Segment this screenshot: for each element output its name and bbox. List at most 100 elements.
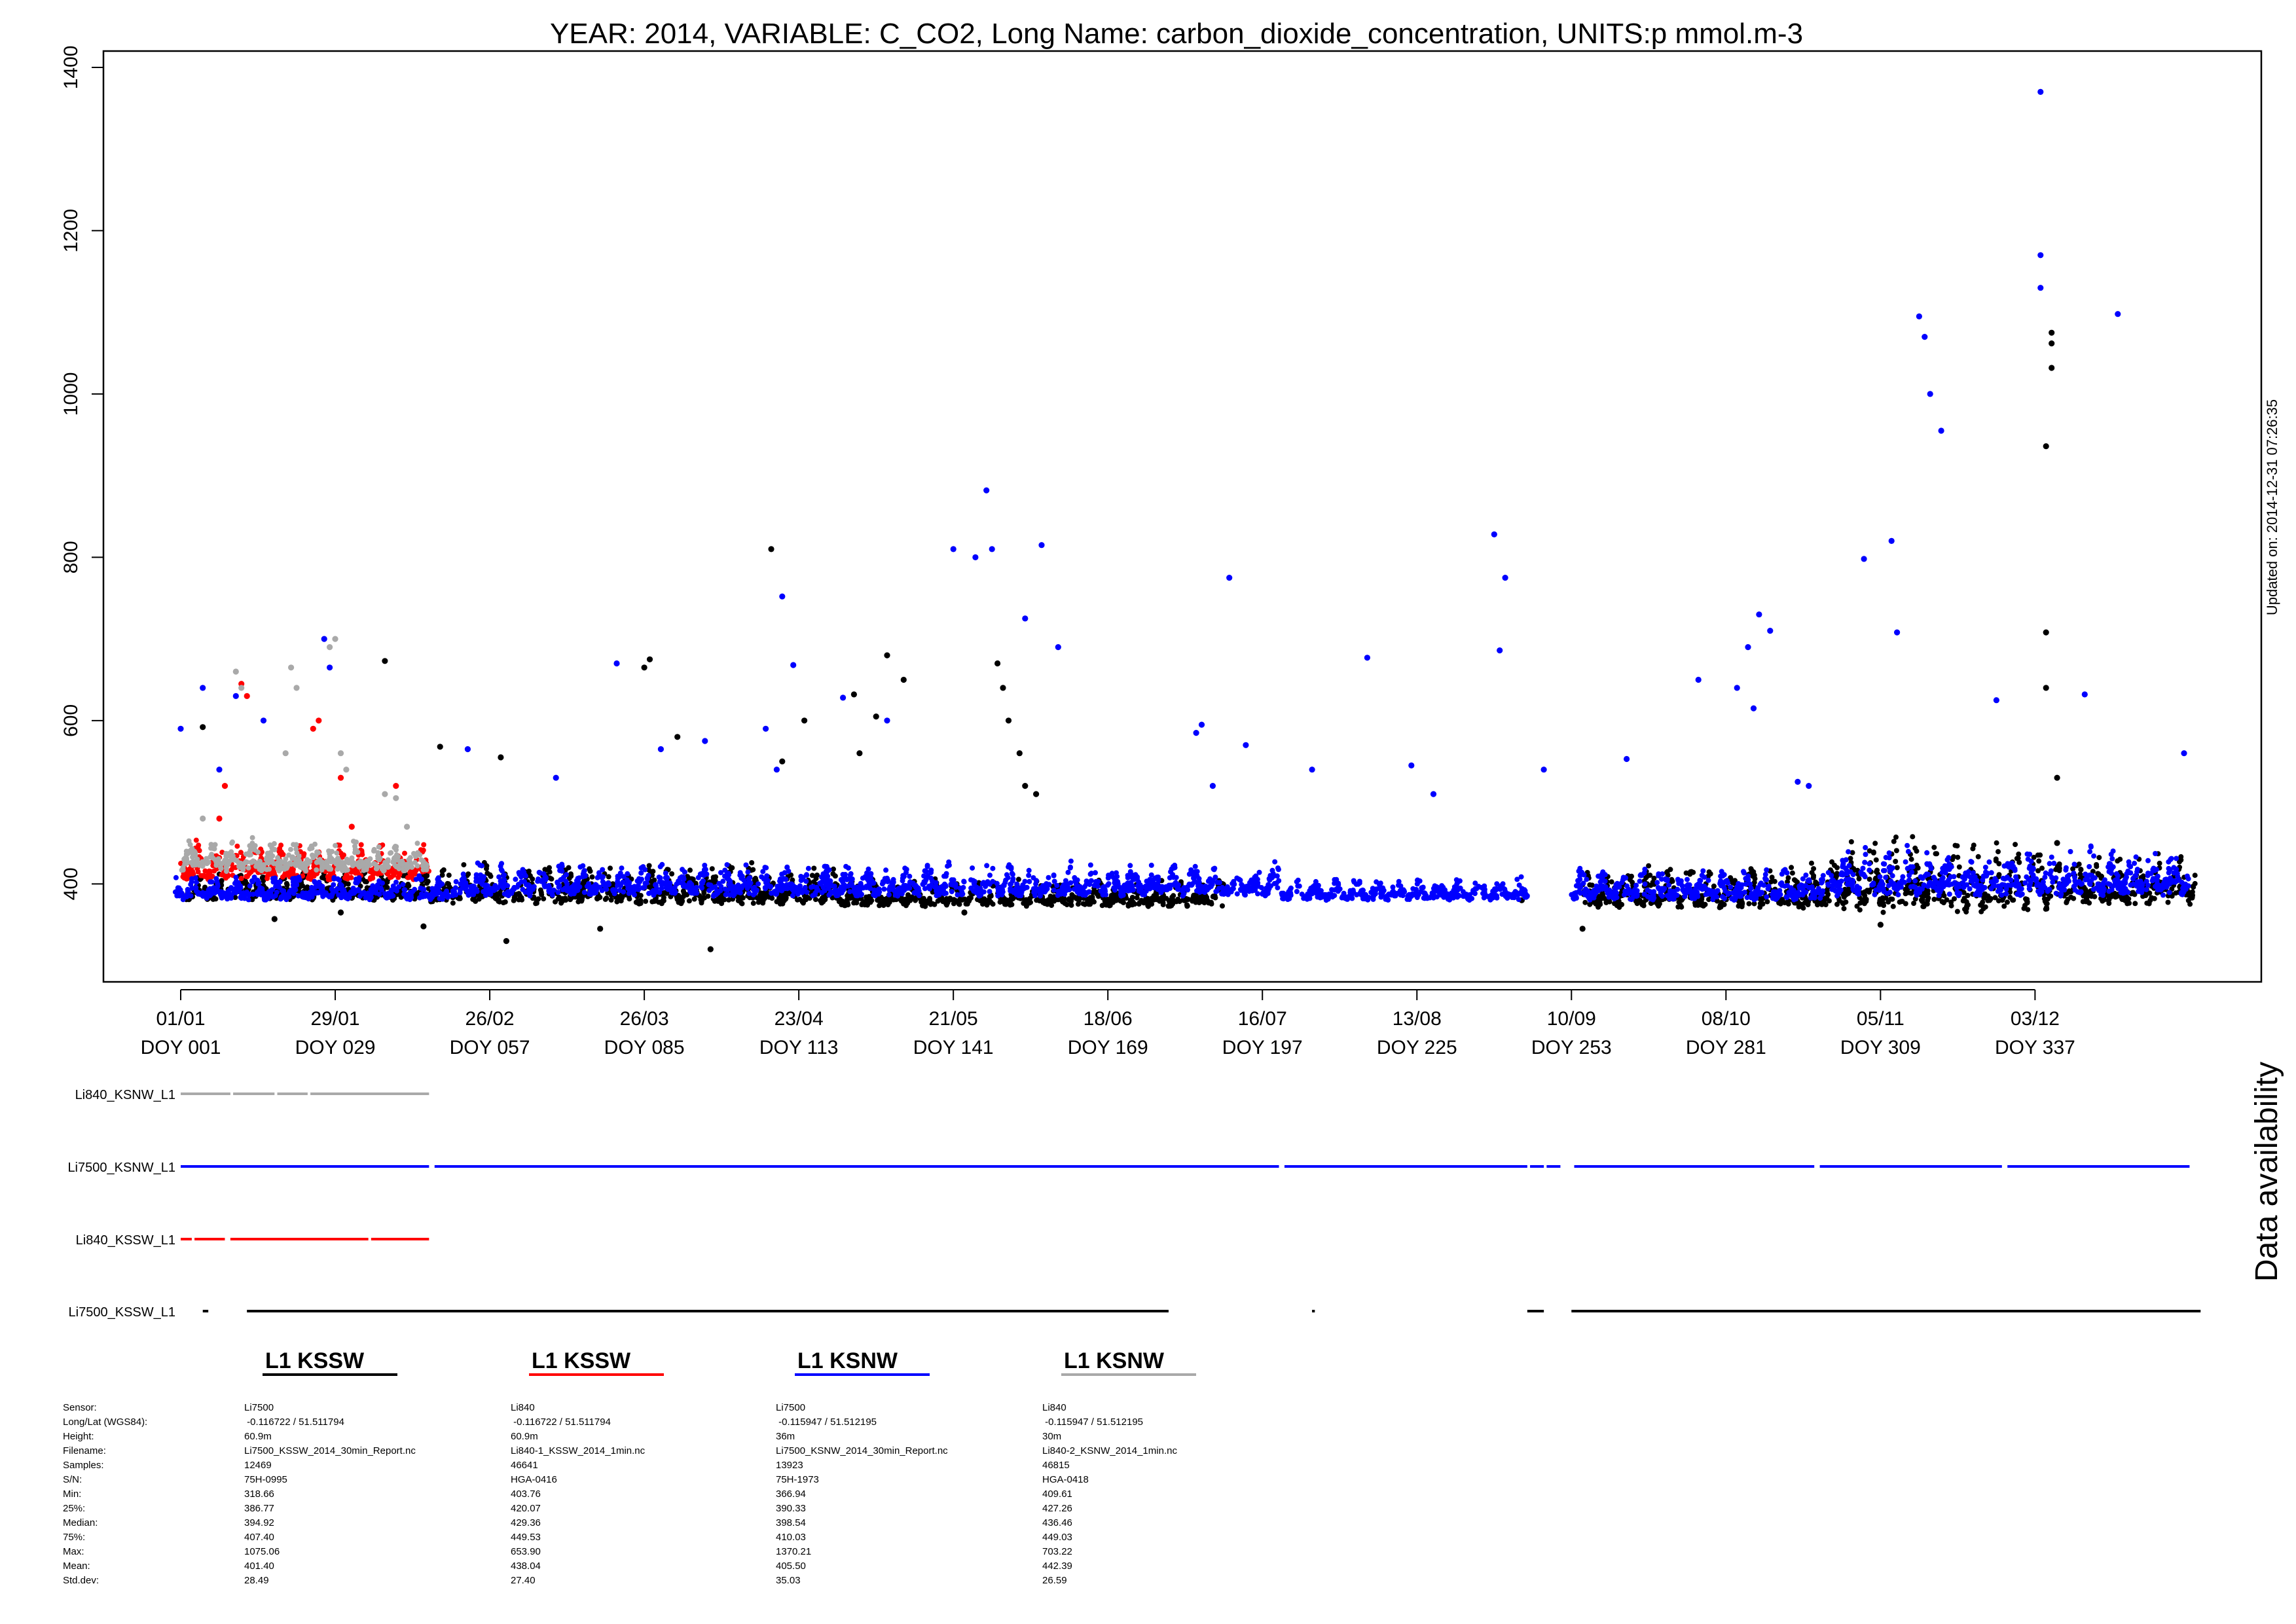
band-point <box>264 876 270 882</box>
band-point <box>826 892 832 898</box>
band-point <box>758 890 764 896</box>
band-point <box>270 879 276 885</box>
band-point <box>1230 880 1235 886</box>
band-point <box>1799 902 1805 907</box>
band-point <box>224 894 230 900</box>
band-point <box>461 862 467 868</box>
band-point <box>1908 856 1914 862</box>
band-point <box>964 901 970 907</box>
band-point <box>925 873 931 878</box>
band-point <box>1987 897 1993 903</box>
band-point <box>835 888 841 893</box>
band-point <box>389 869 395 875</box>
band-point <box>424 880 429 886</box>
band-point <box>244 874 249 879</box>
band-point <box>921 873 927 879</box>
band-point <box>955 892 960 897</box>
data-point <box>1022 783 1029 789</box>
band-point <box>571 890 576 895</box>
band-point <box>331 876 337 882</box>
band-point <box>234 843 240 849</box>
band-point <box>379 887 385 893</box>
band-point <box>305 885 310 891</box>
band-point <box>1582 899 1588 905</box>
band-point <box>246 897 251 903</box>
band-point <box>600 867 606 873</box>
band-point <box>1194 873 1200 878</box>
band-point <box>702 863 708 868</box>
band-point <box>941 881 947 887</box>
band-point <box>726 876 732 882</box>
band-point <box>2076 861 2082 867</box>
band-point <box>760 869 766 875</box>
band-point <box>1127 863 1133 869</box>
band-point <box>577 864 583 870</box>
band-point <box>553 899 558 905</box>
band-point <box>1065 882 1070 887</box>
data-point <box>310 725 316 732</box>
band-point <box>612 887 618 893</box>
band-point <box>812 890 818 896</box>
band-point <box>769 895 775 901</box>
band-point <box>914 888 920 893</box>
band-point <box>1254 876 1260 882</box>
band-point <box>473 898 479 904</box>
band-point <box>515 882 521 888</box>
band-point <box>1870 850 1876 856</box>
band-point <box>903 882 909 888</box>
band-point <box>819 880 824 886</box>
band-point <box>568 897 573 903</box>
band-point <box>951 897 957 903</box>
band-point <box>883 867 889 873</box>
data-point <box>503 938 510 945</box>
band-point <box>2096 872 2102 878</box>
band-point <box>1061 896 1067 902</box>
band-point <box>1087 871 1093 877</box>
band-point <box>2178 854 2184 859</box>
band-point <box>1110 875 1116 880</box>
band-point <box>657 875 663 881</box>
band-point <box>1234 891 1240 897</box>
band-point <box>1700 903 1706 909</box>
band-point <box>1046 875 1051 880</box>
band-point <box>745 869 751 875</box>
band-point <box>606 874 611 880</box>
band-point <box>541 882 547 888</box>
band-point <box>1184 895 1190 901</box>
band-point <box>922 886 928 892</box>
data-point <box>2043 443 2049 450</box>
band-point <box>558 863 564 869</box>
band-point <box>608 865 613 871</box>
band-point <box>176 885 182 891</box>
band-point <box>1205 897 1211 903</box>
band-point <box>1267 877 1273 883</box>
band-point <box>192 875 198 881</box>
data-point <box>674 734 681 740</box>
band-point <box>335 886 340 892</box>
band-point <box>1688 869 1694 875</box>
band-point <box>207 870 213 876</box>
band-point <box>498 863 503 869</box>
band-point <box>579 898 585 904</box>
band-point <box>202 868 208 874</box>
band-point <box>1829 859 1835 865</box>
band-point <box>903 901 909 907</box>
band-point <box>923 869 929 875</box>
band-point <box>1220 903 1225 909</box>
band-point <box>2010 897 2016 903</box>
band-point <box>1877 897 1883 903</box>
band-point <box>173 875 179 880</box>
band-point <box>1204 887 1210 893</box>
band-point <box>680 893 686 899</box>
band-point <box>677 875 683 881</box>
data-point <box>316 717 322 724</box>
band-point <box>1587 882 1593 888</box>
band-point <box>289 866 295 872</box>
band-point <box>331 882 337 888</box>
band-point <box>2140 873 2146 879</box>
band-point <box>232 888 238 894</box>
band-point <box>526 869 532 874</box>
band-point <box>1982 891 1988 897</box>
data-point <box>873 713 879 720</box>
series-Li7500_KSSW_L1 <box>183 329 2198 952</box>
